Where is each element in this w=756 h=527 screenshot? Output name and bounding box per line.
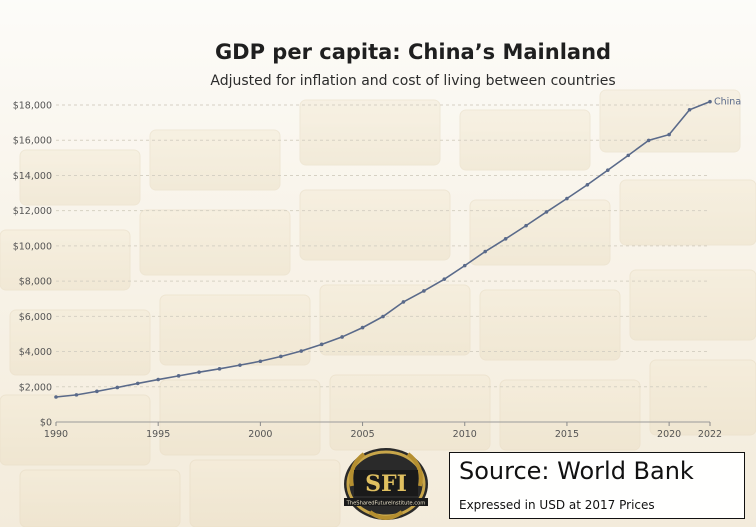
data-point: [74, 393, 79, 397]
data-point: [667, 132, 671, 137]
data-point: [197, 370, 201, 374]
data-point: [585, 182, 590, 187]
y-tick-label: $18,000: [13, 101, 52, 112]
y-tick-label: $2,000: [19, 382, 52, 393]
data-point: [422, 289, 426, 293]
data-point: [462, 263, 467, 268]
sfi-logo-letters: SFI: [365, 471, 407, 497]
source-box: Source: World Bank Expressed in USD at 2…: [449, 452, 745, 519]
x-tick-label: 2022: [698, 429, 722, 440]
x-tick-label: 2005: [350, 429, 374, 440]
x-tick-label: 2000: [248, 429, 272, 440]
y-tick-label: $16,000: [13, 136, 52, 147]
data-point: [646, 138, 651, 143]
data-point: [483, 249, 487, 254]
data-point: [687, 107, 692, 112]
y-tick-label: $6,000: [19, 312, 52, 323]
y-tick-label: $0: [40, 418, 52, 429]
data-point: [626, 153, 631, 158]
data-point: [565, 196, 569, 201]
data-point: [503, 237, 508, 241]
y-tick-label: $14,000: [13, 171, 52, 182]
x-tick-label: 2010: [453, 429, 477, 440]
data-point: [238, 363, 242, 367]
data-point: [606, 168, 610, 172]
chart-subtitle: Adjusted for inflation and cost of livin…: [210, 73, 616, 89]
data-point: [279, 354, 283, 359]
sfi-logo: SFI TheSharedFutureInstitute.com: [344, 448, 428, 520]
x-tick-label: 1995: [146, 429, 170, 440]
source-subtitle: Expressed in USD at 2017 Prices: [459, 498, 655, 512]
x-tick-label: 1990: [44, 429, 68, 440]
y-tick-label: $8,000: [19, 277, 52, 288]
data-point: [54, 395, 58, 399]
data-point: [115, 385, 120, 390]
series-label-china: China: [714, 97, 741, 108]
data-point: [156, 377, 160, 382]
data-point: [299, 349, 304, 353]
data-point: [176, 374, 181, 378]
data-point: [544, 210, 549, 214]
data-point: [319, 342, 324, 347]
data-point: [442, 277, 447, 281]
data-point: [708, 99, 712, 104]
y-tick-label: $12,000: [13, 206, 52, 217]
y-tick-label: $10,000: [13, 241, 52, 252]
data-point: [217, 367, 222, 371]
series-line-china: [55, 100, 711, 398]
x-tick-label: 2015: [555, 429, 579, 440]
sfi-logo-caption: TheSharedFutureInstitute.com: [346, 501, 426, 507]
source-title: Source: World Bank: [459, 457, 694, 485]
x-tick-label: 2020: [657, 429, 681, 440]
chart-title: GDP per capita: China’s Mainland: [214, 40, 612, 64]
data-point: [95, 389, 99, 394]
data-point: [381, 314, 385, 319]
data-point: [524, 223, 528, 228]
y-tick-label: $4,000: [19, 347, 52, 358]
data-point: [135, 381, 140, 386]
data-point: [258, 359, 263, 364]
data-point: [401, 300, 406, 304]
data-point: [360, 325, 365, 330]
data-point: [340, 335, 344, 339]
